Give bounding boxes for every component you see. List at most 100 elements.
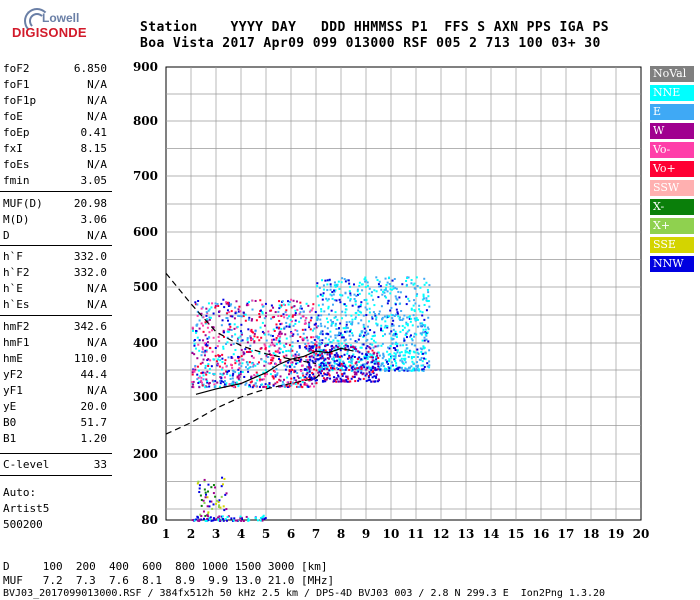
x-tick-label: 3 [212, 527, 220, 541]
echo-point [328, 374, 331, 377]
echo-point [261, 378, 264, 381]
echo-point [381, 316, 384, 319]
echo-point [282, 350, 285, 353]
echo-point [291, 354, 294, 357]
echo-point [294, 322, 297, 325]
echo-point [196, 482, 199, 485]
echo-point [422, 368, 425, 371]
echo-point [312, 385, 315, 388]
echo-point [201, 381, 204, 384]
echo-point [262, 371, 265, 374]
echo-point [296, 333, 299, 336]
echo-point [335, 344, 338, 347]
echo-point [216, 381, 219, 384]
echo-point [224, 383, 227, 386]
footer-file-info: BVJ03_2017099013000.RSF / 384fx512h 50 k… [3, 588, 606, 599]
echo-point [226, 330, 229, 333]
echo-point [371, 354, 374, 357]
echo-point [263, 317, 266, 320]
echo-point [388, 283, 391, 286]
echo-point [341, 277, 344, 280]
echo-point [217, 358, 220, 361]
echo-point [281, 380, 284, 383]
echo-point [269, 344, 272, 347]
echo-point [217, 363, 220, 366]
echo-point [367, 350, 370, 353]
echo-point [271, 359, 274, 362]
legend-item-noval: NoVal [650, 66, 694, 82]
echo-point [193, 344, 196, 347]
echo-point [239, 343, 242, 346]
echo-point [247, 318, 250, 321]
x-tick-label: 17 [558, 527, 575, 541]
echo-point [384, 320, 387, 323]
echo-point [270, 361, 273, 364]
echo-point [326, 353, 329, 356]
echo-point [321, 367, 324, 370]
echo-point [209, 359, 212, 362]
echo-point [330, 323, 333, 326]
echo-point [423, 339, 426, 342]
echo-point [365, 380, 368, 383]
echo-point [356, 357, 359, 360]
echo-point [195, 331, 198, 334]
echo-point [424, 324, 427, 327]
echo-point [290, 320, 293, 323]
echo-point [375, 322, 378, 325]
echo-point [339, 355, 342, 358]
echo-point [394, 353, 397, 356]
echo-point [292, 299, 295, 302]
echo-point [301, 386, 304, 389]
echo-point [385, 361, 388, 364]
echo-point [364, 285, 367, 288]
echo-point [234, 371, 237, 374]
echo-point [272, 365, 275, 368]
echo-point [229, 374, 232, 377]
echo-point [421, 368, 424, 371]
echo-point [384, 333, 387, 336]
echo-point [191, 519, 194, 522]
echo-point [387, 346, 390, 349]
legend-item-x: X+ [650, 218, 694, 234]
echo-point [245, 515, 248, 518]
echo-point [373, 304, 376, 307]
echo-point [409, 350, 412, 353]
echo-point [348, 334, 351, 337]
echo-point [374, 360, 377, 363]
echo-point [192, 380, 195, 383]
echo-point [364, 374, 367, 377]
echo-point [204, 386, 207, 389]
echo-point [420, 364, 423, 367]
echo-point [416, 325, 419, 328]
echo-point [372, 298, 375, 301]
echo-point [404, 367, 407, 370]
echo-point [398, 317, 401, 320]
echo-point [355, 311, 358, 314]
echo-point [232, 372, 235, 375]
echo-point [331, 369, 334, 372]
echo-point [351, 318, 354, 321]
echo-point [299, 335, 302, 338]
echo-point [305, 383, 308, 386]
echo-point [405, 350, 408, 353]
echo-point [212, 519, 215, 522]
echo-point [368, 311, 371, 314]
echo-point [288, 325, 291, 328]
echo-point [325, 367, 328, 370]
echo-point [325, 297, 328, 300]
echo-point [234, 333, 237, 336]
echo-point [292, 314, 295, 317]
logo-arc-inner-icon [29, 13, 45, 29]
echo-point [236, 339, 239, 342]
echo-point [349, 346, 352, 349]
echo-point [398, 316, 401, 319]
echo-point [254, 330, 257, 333]
echo-point [222, 372, 225, 375]
echo-point [210, 500, 213, 503]
echo-point [364, 280, 367, 283]
echo-point [321, 339, 324, 342]
echo-point [351, 368, 354, 371]
echo-point [361, 283, 364, 286]
y-tick-label: 300 [133, 390, 158, 404]
echo-point [198, 519, 201, 522]
